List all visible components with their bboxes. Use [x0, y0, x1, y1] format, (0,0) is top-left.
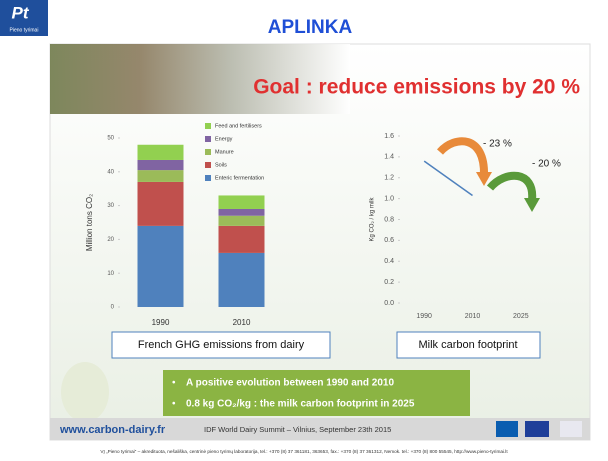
y-tick-label: 0.0 — [384, 300, 394, 307]
bar-segment — [219, 216, 265, 226]
y-tick-label: 0.6 — [384, 237, 394, 244]
fr-logo — [560, 421, 582, 437]
legend-swatch — [205, 123, 211, 129]
y-tick-label: 1.2 — [384, 175, 394, 182]
page: Pt Pieno tyrimai APLINKA Goal : reduce e… — [0, 0, 608, 461]
bullet: 0.8 kg CO₂/kg : the milk carbon footprin… — [186, 399, 415, 410]
legend-swatch — [205, 175, 211, 181]
y-tick-label: 20 — [107, 237, 114, 243]
legend-label: Enteric fermentation — [215, 175, 264, 181]
y-tick-label: 1.6 — [384, 133, 394, 140]
y-tick-label: 30 — [107, 203, 114, 209]
bar-segment — [138, 160, 184, 170]
legend-swatch — [205, 162, 211, 168]
logo-subtitle: Pieno tyrimai — [10, 27, 39, 33]
annotation: - 20 % — [532, 159, 561, 170]
y-tick-label: 0.2 — [384, 279, 394, 286]
legend-label: Manure — [215, 149, 234, 155]
chart-title: Milk carbon footprint — [418, 339, 517, 351]
x-tick-label: 1990 — [416, 313, 432, 320]
bar-segment — [219, 209, 265, 216]
partner-logo — [496, 421, 518, 437]
bar-segment — [138, 145, 184, 160]
footer: VĮ „Pieno tyrimai“ – akredituota, nešali… — [100, 449, 508, 454]
chart-title: French GHG emissions from dairy — [138, 339, 305, 351]
bar-segment — [219, 253, 265, 307]
event: IDF World Dairy Summit – Vilnius, Septem… — [204, 425, 391, 434]
page-title: APLINKA — [268, 17, 353, 38]
eu-flag — [525, 421, 549, 437]
x-tick-label: 1990 — [152, 318, 170, 327]
y-tick-label: 1.0 — [384, 195, 394, 202]
y-axis-label: Million tons CO₂ — [85, 194, 94, 251]
x-tick-label: 2010 — [465, 313, 481, 320]
legend-label: Soils — [215, 162, 227, 168]
x-tick-label: 2025 — [513, 313, 529, 320]
legend-label: Feed and fertilisers — [215, 123, 262, 129]
bar-segment — [138, 182, 184, 226]
bar-segment — [219, 226, 265, 253]
bullet-dot: • — [172, 399, 176, 410]
bar-segment — [138, 226, 184, 307]
bullet-dot: • — [172, 378, 176, 389]
y-axis-label: Kg CO₂ / kg milk — [370, 197, 376, 242]
legend-swatch — [205, 136, 211, 142]
bar-segment — [138, 170, 184, 182]
legend-swatch — [205, 149, 211, 155]
y-tick-label: 0.4 — [384, 258, 394, 265]
logo-emblem — [61, 362, 109, 422]
y-tick-label: 40 — [107, 169, 114, 175]
y-tick-label: 10 — [107, 271, 114, 277]
annotation: - 23 % — [483, 139, 512, 150]
bar-segment — [219, 195, 265, 209]
goal: Goal : reduce emissions by 20 % — [253, 76, 580, 99]
bullet: A positive evolution between 1990 and 20… — [186, 378, 394, 389]
y-tick-label: 50 — [107, 136, 114, 142]
website: www.carbon-dairy.fr — [59, 424, 166, 436]
x-tick-label: 2010 — [233, 318, 251, 327]
y-tick-label: 0.8 — [384, 216, 394, 223]
logo: Pt — [12, 3, 30, 22]
y-tick-label: 1.4 — [384, 154, 394, 161]
legend-label: Energy — [215, 136, 233, 142]
